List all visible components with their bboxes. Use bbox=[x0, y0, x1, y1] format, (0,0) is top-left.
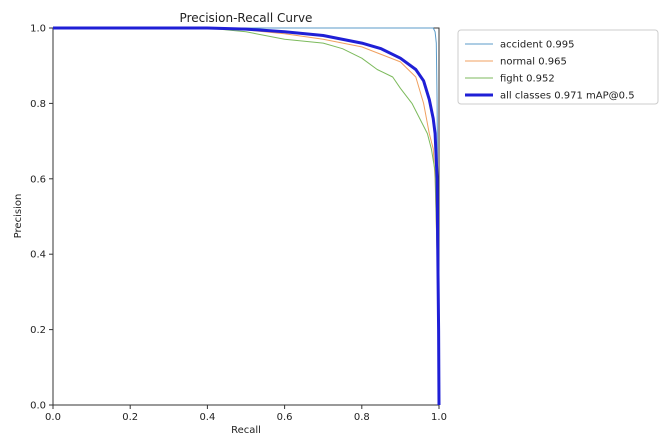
y-tick-label: 0.2 bbox=[30, 325, 46, 336]
chart-title: Precision-Recall Curve bbox=[180, 11, 313, 25]
series-line-3 bbox=[53, 26, 441, 406]
legend-entry: fight 0.952 bbox=[500, 74, 555, 85]
x-tick-label: 1.0 bbox=[431, 412, 447, 423]
y-axis-label: Precision bbox=[13, 194, 24, 239]
y-tick-label: 0.8 bbox=[30, 99, 46, 110]
x-axis: 0.0 0.2 0.4 0.6 0.8 1.0 bbox=[45, 405, 447, 423]
legend-entry: all classes 0.971 mAP@0.5 bbox=[500, 91, 635, 102]
legend: accident 0.995 normal 0.965 fight 0.952 all… bbox=[457, 29, 659, 105]
plot-area bbox=[52, 27, 440, 406]
x-tick-label: 0.2 bbox=[122, 412, 138, 423]
x-axis-label: Recall bbox=[231, 425, 261, 436]
y-tick-label: 0.4 bbox=[30, 250, 46, 261]
series-layer bbox=[53, 26, 441, 406]
y-axis: 0.0 0.2 0.4 0.6 0.8 1.0 bbox=[30, 24, 53, 412]
y-tick-label: 1.0 bbox=[30, 24, 46, 35]
x-tick-label: 0.8 bbox=[354, 412, 370, 423]
series-line-2 bbox=[53, 27, 440, 406]
y-tick-label: 0.0 bbox=[30, 401, 46, 412]
x-tick-label: 0.4 bbox=[199, 412, 215, 423]
y-tick-label: 0.6 bbox=[30, 174, 46, 185]
legend-entry: normal 0.965 bbox=[500, 57, 567, 68]
x-tick-label: 0.6 bbox=[277, 412, 293, 423]
legend-box bbox=[457, 29, 659, 105]
series-line-1 bbox=[53, 27, 440, 406]
x-tick-label: 0.0 bbox=[45, 412, 61, 423]
series-line-0 bbox=[53, 27, 440, 406]
legend-entry: accident 0.995 bbox=[500, 40, 574, 51]
